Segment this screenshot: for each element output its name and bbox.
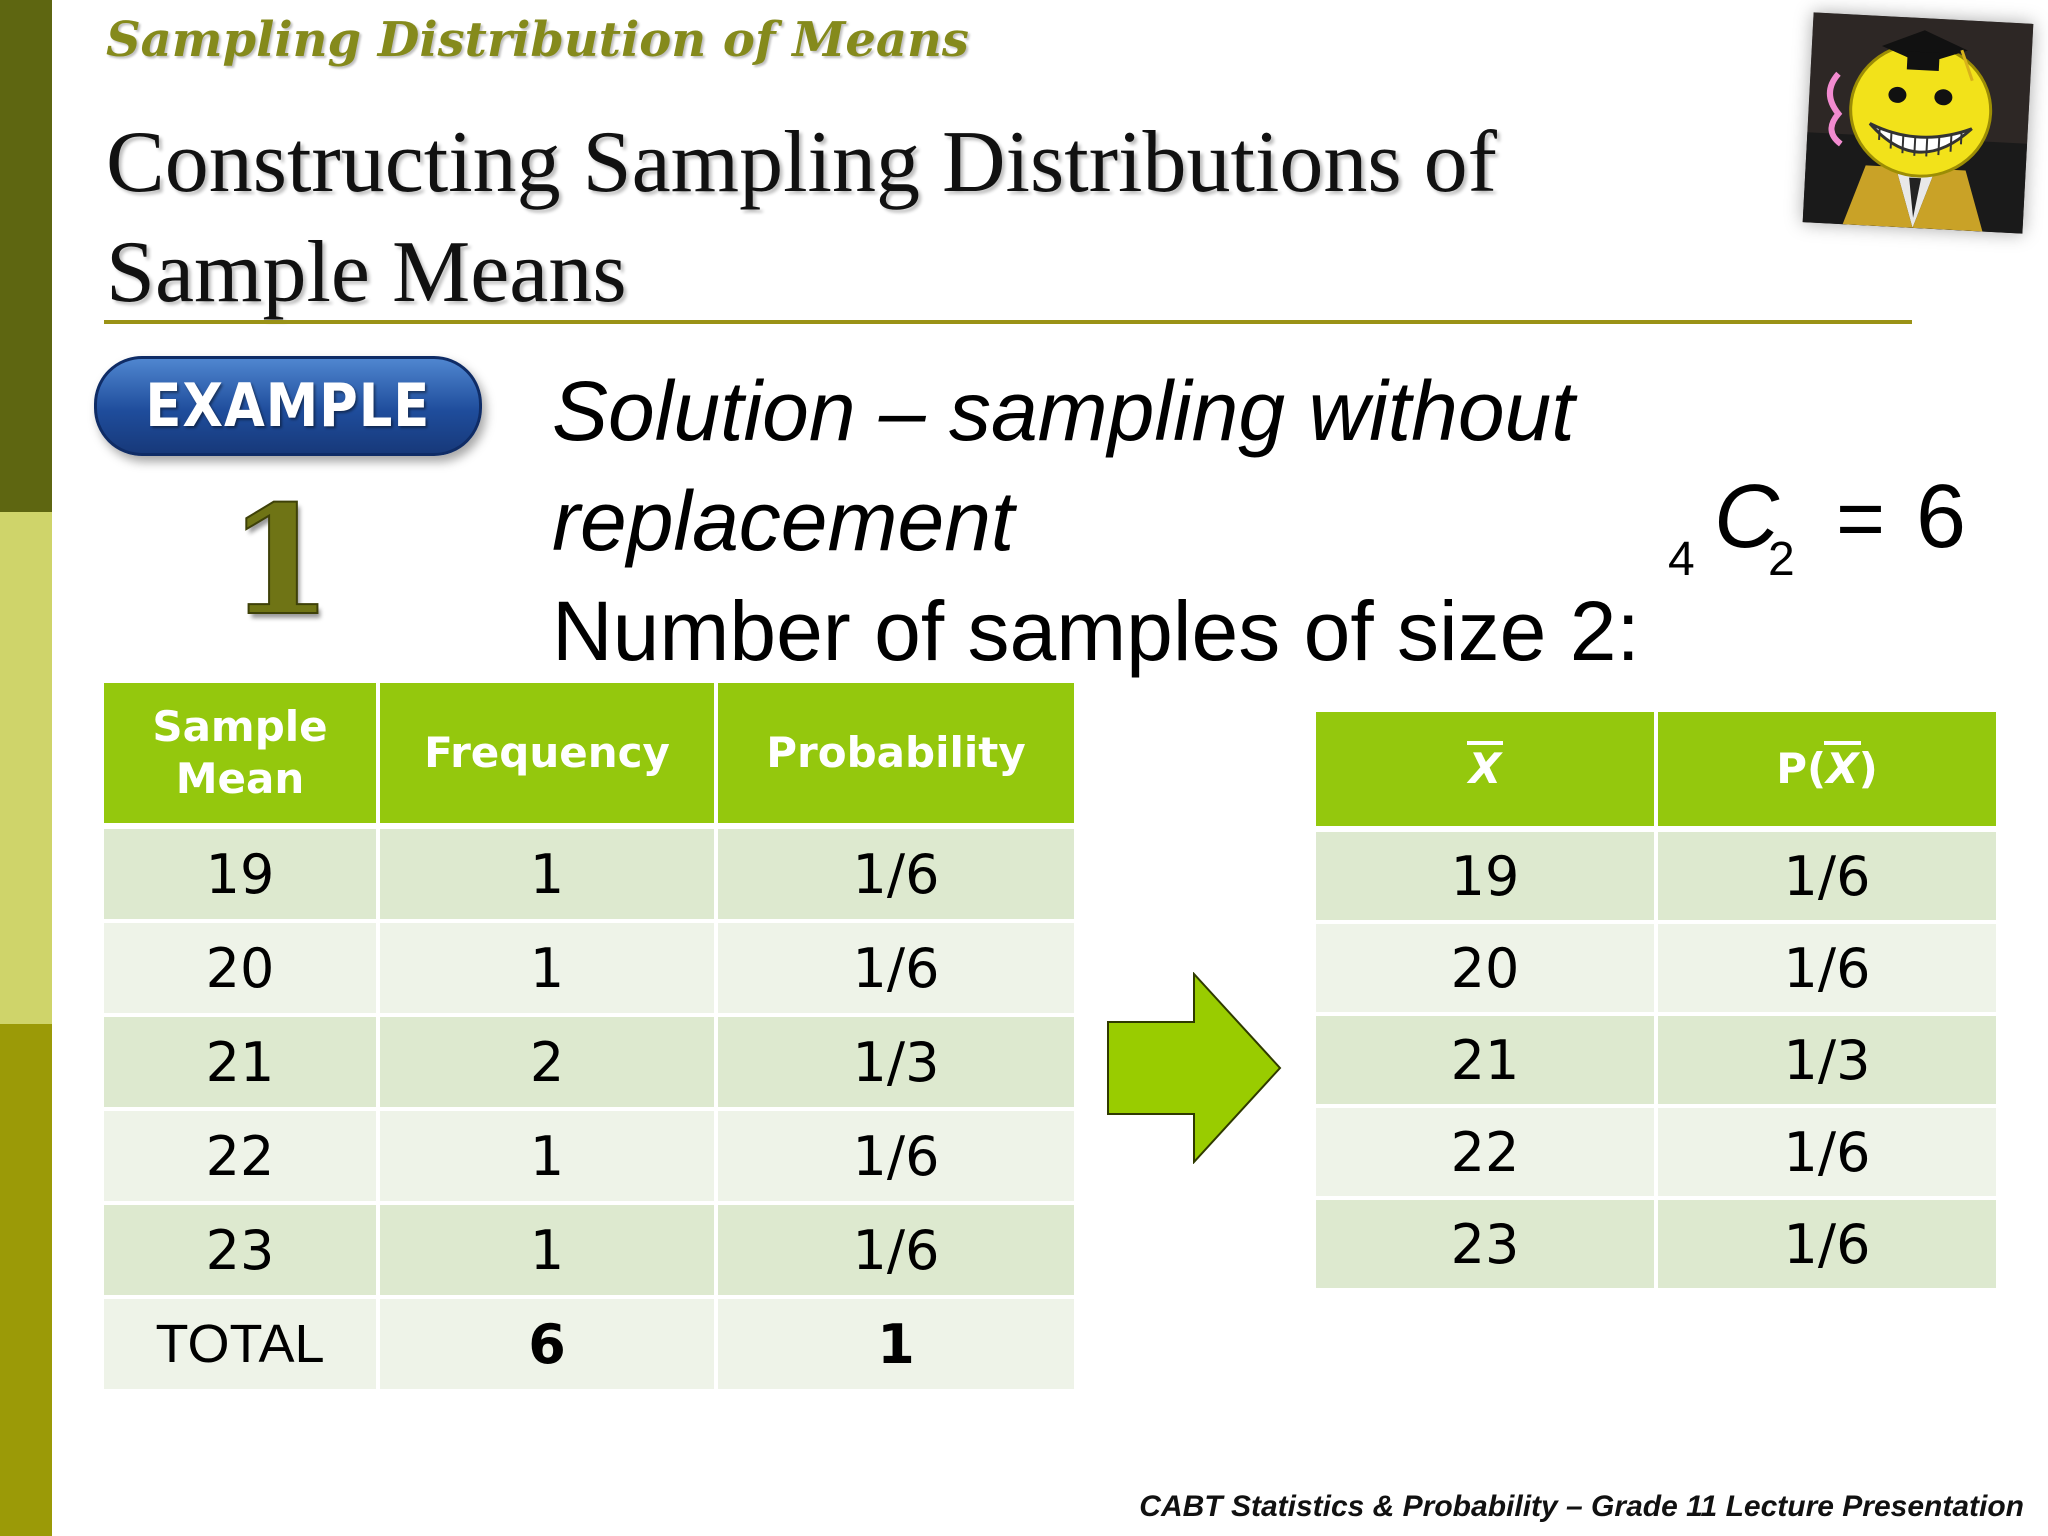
combination-formula: 4 C 2 = 6 xyxy=(1668,466,1988,596)
header-p-x-label: X xyxy=(1824,741,1861,793)
cell-probability: 1/6 xyxy=(718,1111,1074,1205)
cell-total-label: TOTAL xyxy=(104,1299,380,1393)
cell-p-x-bar: 1/6 xyxy=(1658,1200,1996,1292)
cell-x-bar: 19 xyxy=(1316,832,1658,924)
header-probability: Probability xyxy=(718,683,1074,829)
sidebar-stripe xyxy=(0,0,52,1536)
sidebar-segment-top xyxy=(0,0,52,512)
solution-text: Solution – sampling without replacement … xyxy=(552,356,1732,686)
cell-p-x-bar: 1/6 xyxy=(1658,832,1996,924)
cell-x-bar: 20 xyxy=(1316,924,1658,1016)
cell-probability: 1/6 xyxy=(718,829,1074,923)
cell-sample-mean: 21 xyxy=(104,1017,380,1111)
header-sample-mean: Sample Mean xyxy=(104,683,380,829)
cell-p-x-bar: 1/6 xyxy=(1658,924,1996,1016)
cell-frequency: 1 xyxy=(380,923,718,1017)
slide-subtitle: Sampling Distribution of Means xyxy=(106,12,969,68)
frequency-table-header: Sample Mean Frequency Probability xyxy=(104,683,1074,829)
table-row: 21 1/3 xyxy=(1316,1016,1996,1108)
cell-sample-mean: 19 xyxy=(104,829,380,923)
table-row: 20 1 1/6 xyxy=(104,923,1074,1017)
example-badge: EXAMPLE xyxy=(94,356,482,456)
cell-frequency: 1 xyxy=(380,829,718,923)
formula-equals: = xyxy=(1836,471,1886,565)
cell-probability: 1/6 xyxy=(718,923,1074,1017)
right-arrow-icon xyxy=(1107,972,1282,1164)
table-row: 20 1/6 xyxy=(1316,924,1996,1016)
cell-sample-mean: 20 xyxy=(104,923,380,1017)
cell-x-bar: 22 xyxy=(1316,1108,1658,1200)
header-p-prefix: P( xyxy=(1776,744,1827,793)
slide-title: Constructing Sampling Distributions of S… xyxy=(106,108,1606,328)
cell-total-probability: 1 xyxy=(718,1299,1074,1393)
example-number: 1 xyxy=(227,473,333,649)
cell-frequency: 1 xyxy=(380,1205,718,1299)
sidebar-segment-bottom xyxy=(0,1024,52,1536)
table-row: 21 2 1/3 xyxy=(104,1017,1074,1111)
cell-total-frequency: 6 xyxy=(380,1299,718,1393)
solution-line3: Number of samples of size 2: xyxy=(552,584,1640,678)
cell-x-bar: 21 xyxy=(1316,1016,1658,1108)
formula-symbol: C xyxy=(1714,467,1779,567)
total-row: TOTAL 6 1 xyxy=(104,1299,1074,1393)
header-frequency: Frequency xyxy=(380,683,718,829)
header-x-bar: X xyxy=(1316,712,1658,832)
slide-footer: CABT Statistics & Probability – Grade 11… xyxy=(1139,1490,2024,1523)
table-row: 23 1/6 xyxy=(1316,1200,1996,1292)
header-sample-mean-label: Sample Mean xyxy=(152,702,328,803)
table-row: 22 1/6 xyxy=(1316,1108,1996,1200)
example-badge-label: EXAMPLE xyxy=(145,371,431,441)
probability-table-header: X P(X) xyxy=(1316,712,1996,832)
cell-sample-mean: 23 xyxy=(104,1205,380,1299)
cell-p-x-bar: 1/6 xyxy=(1658,1108,1996,1200)
frequency-table: Sample Mean Frequency Probability 19 1 1… xyxy=(104,683,1074,1393)
table-row: 19 1/6 xyxy=(1316,832,1996,924)
table-row: 22 1 1/6 xyxy=(104,1111,1074,1205)
formula-r: 2 xyxy=(1768,533,1795,586)
header-p-x-bar: P(X) xyxy=(1658,712,1996,832)
solution-line1: Solution – sampling without xyxy=(552,364,1575,458)
cell-probability: 1/6 xyxy=(718,1205,1074,1299)
sidebar-segment-middle xyxy=(0,512,52,1024)
table-row: 19 1 1/6 xyxy=(104,829,1074,923)
cell-x-bar: 23 xyxy=(1316,1200,1658,1292)
title-divider xyxy=(104,320,1912,324)
header-p-suffix: ) xyxy=(1858,744,1878,793)
formula-n: 4 xyxy=(1668,533,1695,586)
cell-probability: 1/3 xyxy=(718,1017,1074,1111)
formula-value: 6 xyxy=(1916,467,1967,567)
cell-frequency: 1 xyxy=(380,1111,718,1205)
solution-line2: replacement xyxy=(552,474,1015,568)
slide-title-line2: Sample Means xyxy=(106,224,627,321)
cell-p-x-bar: 1/3 xyxy=(1658,1016,1996,1108)
cell-frequency: 2 xyxy=(380,1017,718,1111)
probability-distribution-table: X P(X) 19 1/6 20 1/6 21 1/3 22 1/6 23 1/… xyxy=(1316,712,1996,1292)
header-x-bar-label: X xyxy=(1466,741,1504,793)
table-row: 23 1 1/6 xyxy=(104,1205,1074,1299)
avatar-icon xyxy=(1802,12,2034,234)
slide-title-line1: Constructing Sampling Distributions of xyxy=(106,114,1497,211)
koro-sensei-avatar xyxy=(1802,12,2034,234)
cell-sample-mean: 22 xyxy=(104,1111,380,1205)
